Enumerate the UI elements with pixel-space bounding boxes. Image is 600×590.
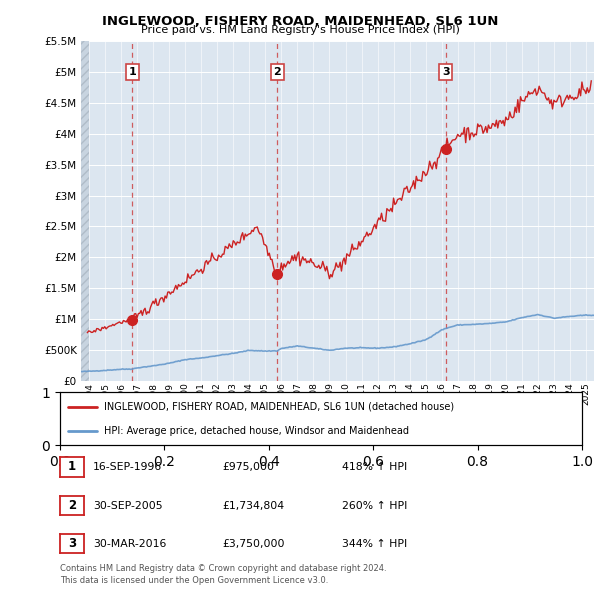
Text: 3: 3 xyxy=(442,67,449,77)
Text: INGLEWOOD, FISHERY ROAD, MAIDENHEAD, SL6 1UN (detached house): INGLEWOOD, FISHERY ROAD, MAIDENHEAD, SL6… xyxy=(104,402,454,412)
Text: HPI: Average price, detached house, Windsor and Maidenhead: HPI: Average price, detached house, Wind… xyxy=(104,426,409,436)
Text: £1,734,804: £1,734,804 xyxy=(222,501,284,510)
Text: 260% ↑ HPI: 260% ↑ HPI xyxy=(342,501,407,510)
Text: £975,000: £975,000 xyxy=(222,463,274,472)
Text: 2: 2 xyxy=(274,67,281,77)
Text: 1: 1 xyxy=(128,67,136,77)
Text: 16-SEP-1996: 16-SEP-1996 xyxy=(93,463,162,472)
Text: 344% ↑ HPI: 344% ↑ HPI xyxy=(342,539,407,549)
Text: 2: 2 xyxy=(68,499,76,512)
Text: 1: 1 xyxy=(68,460,76,474)
Text: 3: 3 xyxy=(68,537,76,550)
Text: £3,750,000: £3,750,000 xyxy=(222,539,284,549)
Bar xyxy=(81,41,89,381)
Text: 30-MAR-2016: 30-MAR-2016 xyxy=(93,539,166,549)
Text: Contains HM Land Registry data © Crown copyright and database right 2024.
This d: Contains HM Land Registry data © Crown c… xyxy=(60,565,386,585)
Text: Price paid vs. HM Land Registry's House Price Index (HPI): Price paid vs. HM Land Registry's House … xyxy=(140,25,460,35)
Text: 418% ↑ HPI: 418% ↑ HPI xyxy=(342,463,407,472)
Text: INGLEWOOD, FISHERY ROAD, MAIDENHEAD, SL6 1UN: INGLEWOOD, FISHERY ROAD, MAIDENHEAD, SL6… xyxy=(102,15,498,28)
Text: 30-SEP-2005: 30-SEP-2005 xyxy=(93,501,163,510)
